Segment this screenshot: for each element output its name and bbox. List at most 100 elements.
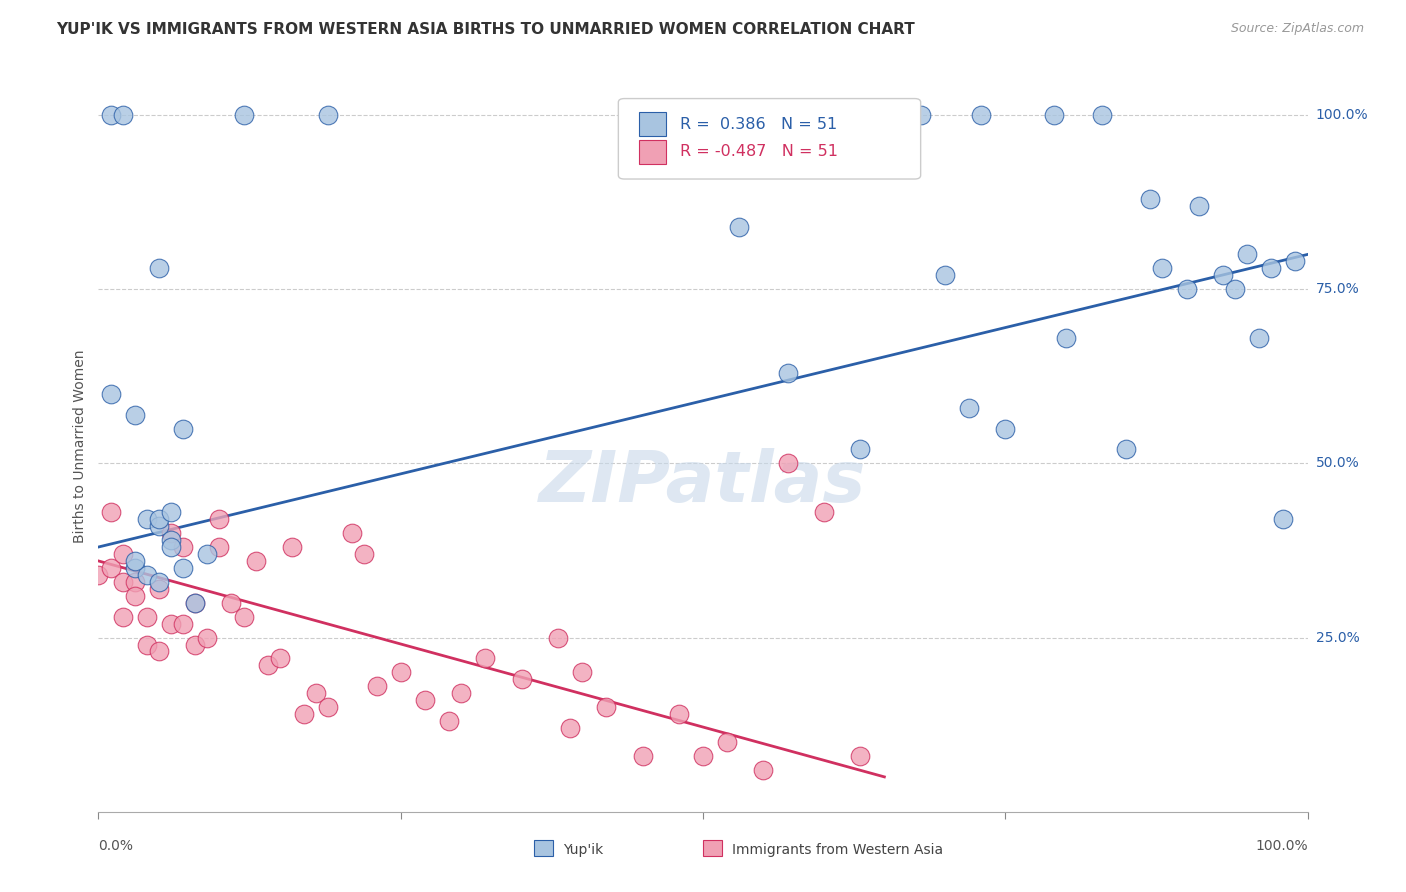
Point bbox=[135, 638, 157, 652]
Point bbox=[813, 505, 835, 519]
Point bbox=[148, 512, 170, 526]
Point bbox=[716, 735, 738, 749]
Point bbox=[413, 693, 436, 707]
Point bbox=[1152, 261, 1174, 276]
Point bbox=[437, 714, 460, 728]
Point bbox=[450, 686, 472, 700]
Point bbox=[1223, 282, 1246, 296]
Point bbox=[256, 658, 278, 673]
Text: Source: ZipAtlas.com: Source: ZipAtlas.com bbox=[1230, 22, 1364, 36]
Point bbox=[172, 616, 194, 631]
Point bbox=[752, 108, 775, 122]
Point bbox=[148, 582, 170, 596]
Text: R =  0.386   N = 51: R = 0.386 N = 51 bbox=[681, 117, 838, 132]
Point bbox=[172, 540, 194, 554]
Point bbox=[184, 638, 207, 652]
Point bbox=[1212, 268, 1234, 283]
Point bbox=[124, 574, 146, 589]
Point bbox=[160, 526, 183, 541]
Point bbox=[1175, 282, 1198, 296]
Point bbox=[184, 596, 207, 610]
Text: YUP'IK VS IMMIGRANTS FROM WESTERN ASIA BIRTHS TO UNMARRIED WOMEN CORRELATION CHA: YUP'IK VS IMMIGRANTS FROM WESTERN ASIA B… bbox=[56, 22, 915, 37]
Text: 100.0%: 100.0% bbox=[1256, 839, 1308, 854]
Point bbox=[232, 108, 254, 122]
Point bbox=[221, 596, 243, 610]
Point bbox=[595, 700, 617, 714]
FancyBboxPatch shape bbox=[534, 839, 553, 855]
Point bbox=[342, 526, 364, 541]
Point bbox=[1260, 261, 1282, 276]
Point bbox=[160, 540, 183, 554]
Point bbox=[813, 108, 835, 122]
Point bbox=[692, 749, 714, 764]
Text: Yup'ik: Yup'ik bbox=[562, 843, 603, 856]
Point bbox=[111, 547, 134, 561]
Point bbox=[316, 108, 339, 122]
Point bbox=[135, 567, 157, 582]
Point bbox=[1042, 108, 1064, 122]
Point bbox=[160, 616, 183, 631]
Point bbox=[1054, 331, 1077, 345]
Point bbox=[124, 561, 146, 575]
Point bbox=[148, 574, 170, 589]
Point bbox=[860, 108, 883, 122]
Point bbox=[269, 651, 291, 665]
Point bbox=[873, 108, 896, 122]
Point bbox=[195, 547, 218, 561]
Point bbox=[135, 512, 157, 526]
Point bbox=[87, 567, 110, 582]
Text: Immigrants from Western Asia: Immigrants from Western Asia bbox=[733, 843, 943, 856]
Point bbox=[752, 763, 775, 777]
Point bbox=[558, 721, 581, 735]
Point bbox=[148, 261, 170, 276]
Point bbox=[160, 505, 183, 519]
Point bbox=[100, 386, 122, 401]
Point bbox=[849, 442, 872, 457]
Point bbox=[934, 268, 956, 283]
Point bbox=[728, 219, 751, 234]
Point bbox=[1139, 192, 1161, 206]
Point bbox=[208, 512, 231, 526]
Point bbox=[1236, 247, 1258, 261]
Point bbox=[389, 665, 412, 680]
Point bbox=[111, 574, 134, 589]
FancyBboxPatch shape bbox=[638, 140, 665, 163]
Point bbox=[668, 707, 690, 722]
Point bbox=[184, 596, 207, 610]
Point bbox=[124, 554, 146, 568]
Text: 75.0%: 75.0% bbox=[1316, 282, 1360, 296]
Point bbox=[160, 533, 183, 547]
Point bbox=[1188, 199, 1211, 213]
Point bbox=[100, 505, 122, 519]
Point bbox=[910, 108, 932, 122]
Point bbox=[789, 108, 811, 122]
Point bbox=[631, 749, 654, 764]
Point bbox=[148, 644, 170, 658]
Point bbox=[292, 707, 315, 722]
Point bbox=[474, 651, 496, 665]
FancyBboxPatch shape bbox=[619, 99, 921, 179]
Point bbox=[135, 609, 157, 624]
Point bbox=[716, 108, 738, 122]
FancyBboxPatch shape bbox=[703, 839, 723, 855]
Point bbox=[353, 547, 375, 561]
Point bbox=[692, 108, 714, 122]
Point bbox=[232, 609, 254, 624]
FancyBboxPatch shape bbox=[638, 112, 665, 136]
Point bbox=[510, 673, 533, 687]
Text: 25.0%: 25.0% bbox=[1316, 631, 1360, 645]
Point bbox=[776, 366, 799, 380]
Text: ZIPatlas: ZIPatlas bbox=[540, 448, 866, 517]
Point bbox=[172, 561, 194, 575]
Text: 100.0%: 100.0% bbox=[1316, 108, 1368, 122]
Point bbox=[1249, 331, 1271, 345]
Point bbox=[547, 631, 569, 645]
Point bbox=[1091, 108, 1114, 122]
Point bbox=[148, 519, 170, 533]
Text: 0.0%: 0.0% bbox=[98, 839, 134, 854]
Point bbox=[316, 700, 339, 714]
Point bbox=[245, 554, 267, 568]
Point bbox=[366, 679, 388, 693]
Point bbox=[957, 401, 980, 415]
Point bbox=[111, 609, 134, 624]
